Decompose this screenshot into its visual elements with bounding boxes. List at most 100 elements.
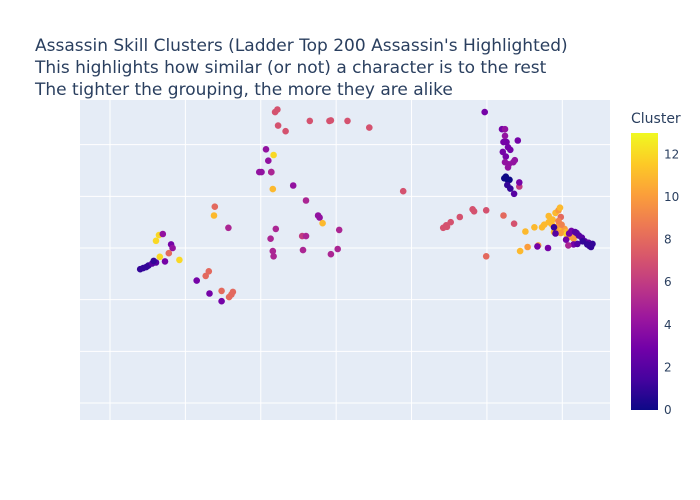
colorbar-title: Cluster [631, 111, 681, 127]
scatter-point [482, 252, 490, 260]
scatter-point [507, 185, 514, 192]
scatter-point [150, 257, 157, 265]
colorbar-tick-label: 12 [664, 147, 679, 161]
scatter-point [470, 208, 478, 215]
colorbar: Cluster 0 2 4 6 8 10 12 [631, 111, 681, 417]
colorbar-ticks: 0 2 4 6 8 10 12 [664, 147, 679, 417]
scatter-point [218, 297, 225, 305]
scatter-point [565, 242, 572, 249]
scatter-point [265, 157, 272, 164]
colorbar-tick-label: 10 [664, 190, 679, 204]
scatter-point [161, 258, 169, 265]
scatter-point [545, 212, 552, 220]
scatter-point [534, 243, 541, 250]
scatter-point [211, 203, 219, 210]
scatter-point [327, 250, 335, 258]
gridlines [80, 100, 610, 420]
scatter-point [558, 221, 565, 228]
scatter-point [327, 117, 335, 124]
scatter-point [169, 244, 176, 252]
scatter-point [302, 197, 310, 204]
scatter-point [510, 158, 517, 166]
scatter-point [514, 137, 522, 144]
scatter-point [544, 244, 552, 252]
scatter-point [501, 158, 509, 166]
scatter-point [334, 245, 342, 253]
scatter-point [500, 138, 507, 146]
scatter-point [218, 287, 225, 295]
scatter-point [482, 207, 490, 214]
scatter-point [225, 224, 232, 232]
scatter-point [524, 243, 531, 251]
scatter-point [570, 235, 577, 242]
scatter-point [557, 229, 565, 237]
colorbar-gradient [631, 133, 658, 410]
scatter-point [366, 124, 373, 131]
scatter-point [225, 293, 233, 301]
scatter-point [255, 168, 263, 176]
scatter-point [556, 204, 564, 211]
scatter-point [574, 240, 581, 248]
scatter-point [274, 122, 282, 129]
colorbar-tick-label: 8 [664, 233, 672, 247]
scatter-point [522, 228, 529, 235]
colorbar-tick-label: 6 [664, 275, 672, 289]
scatter-point [516, 247, 524, 255]
scatter-point [399, 187, 407, 195]
scatter-point [552, 230, 559, 237]
scatter-point [507, 146, 514, 154]
scatter-point [501, 125, 509, 133]
plot-area [80, 100, 610, 420]
scatter-point [506, 176, 513, 184]
scatter-point [306, 117, 314, 125]
scatter-point [531, 224, 538, 231]
scatter-point [501, 132, 509, 140]
scatter-point [193, 277, 200, 284]
scatter-point [510, 190, 518, 198]
scatter-point [210, 212, 218, 219]
scatter-point [499, 148, 507, 156]
scatter-point [316, 214, 323, 221]
title-line-2: This highlights how similar (or not) a c… [34, 58, 547, 78]
scatter-point [262, 146, 270, 153]
scatter-point [550, 224, 558, 231]
data-points [136, 106, 596, 305]
scatter-point [274, 106, 281, 113]
scatter-point [270, 252, 277, 260]
title-line-3: The tighter the grouping, the more they … [34, 80, 453, 100]
scatter-point [516, 179, 523, 186]
scatter-point [282, 127, 289, 135]
scatter-point [510, 220, 518, 227]
scatter-point [502, 153, 510, 160]
scatter-point [268, 168, 275, 176]
scatter-point [206, 290, 213, 297]
scatter-point [289, 182, 297, 189]
scatter-point [202, 272, 209, 280]
scatter-point [319, 219, 326, 227]
scatter-point [159, 230, 167, 238]
scatter-point [481, 108, 489, 116]
scatter-point [335, 226, 343, 234]
scatter-point [344, 117, 351, 125]
scatter-point [299, 246, 307, 254]
scatter-point [156, 253, 164, 261]
colorbar-tick-label: 2 [664, 360, 672, 374]
scatter-point [272, 225, 280, 233]
colorbar-tick-label: 4 [664, 318, 672, 332]
scatter-point [152, 237, 160, 245]
scatter-point [456, 213, 464, 221]
chart-title: Assassin Skill Clusters (Ladder Top 200 … [34, 36, 568, 100]
scatter-point [267, 235, 274, 242]
title-line-1: Assassin Skill Clusters (Ladder Top 200 … [35, 36, 568, 56]
scatter-point [443, 223, 451, 231]
scatter-point [270, 151, 277, 159]
colorbar-tick-label: 0 [664, 403, 672, 417]
scatter-point [269, 247, 277, 255]
scatter-point [562, 236, 570, 243]
scatter-point [269, 185, 277, 193]
scatter-point [302, 232, 310, 240]
scatter-point [500, 212, 507, 219]
scatter-point [176, 256, 183, 264]
scatter-point [165, 249, 173, 257]
scatter-point [589, 240, 596, 248]
